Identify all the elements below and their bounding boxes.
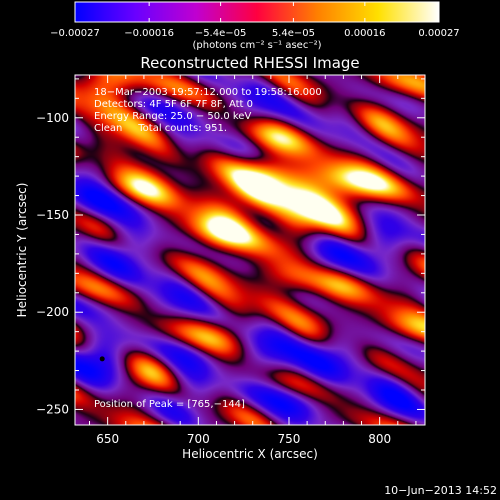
y-tick-label: −150 — [36, 208, 69, 222]
colorbar: −0.00027 −0.00016 −5.4e−05 5.4e−05 0.00016 0.… — [50, 1, 460, 51]
chart-title: Reconstructed RHESSI Image — [140, 54, 359, 72]
colorbar-tick-label: −5.4e−05 — [195, 28, 247, 39]
annotation-block: 18−Mar−2003 19:57:12.000 to 19:58:16.000… — [94, 87, 322, 134]
colorbar-gradient — [74, 1, 440, 23]
x-tick-label: 800 — [368, 432, 391, 446]
colorbar-tick-label: −0.00027 — [50, 28, 100, 39]
colorbar-ticks: −0.00027 −0.00016 −5.4e−05 5.4e−05 0.00016 0.… — [50, 2, 460, 39]
y-axis: −100 −150 −200 −250 — [36, 78, 425, 416]
x-axis-label: Heliocentric X (arcsec) — [182, 447, 318, 461]
y-tick-label: −200 — [36, 305, 69, 319]
colorbar-tick-label: 0.00016 — [344, 28, 385, 39]
colorbar-unit-label: (photons cm⁻² s⁻¹ asec⁻²) — [192, 40, 321, 51]
x-tick-label: 700 — [187, 432, 210, 446]
y-tick-label: −100 — [36, 111, 69, 125]
heatmap-area — [75, 75, 425, 425]
annotation-time: 18−Mar−2003 19:57:12.000 to 19:58:16.000 — [94, 87, 322, 98]
minimum-marker — [99, 356, 105, 362]
annotation-energy: Energy Range: 25.0 − 50.0 keV — [94, 111, 251, 122]
annotation-counts: Clean Total counts: 951. — [94, 123, 227, 134]
colorbar-tick-label: 0.00027 — [418, 28, 459, 39]
annotation-detectors: Detectors: 4F 5F 6F 7F 8F, Att 0 — [94, 99, 253, 110]
colorbar-tick-label: 5.4e−05 — [272, 28, 315, 39]
peak-position-label: Position of Peak = [765,−144] — [94, 399, 245, 410]
heatmap-image — [75, 75, 425, 425]
y-axis-label: Heliocentric Y (arcsec) — [15, 183, 29, 318]
x-tick-label: 650 — [96, 432, 119, 446]
footer-timestamp: 10−Jun−2013 14:52 — [384, 484, 497, 497]
x-axis: 650 700 750 800 — [89, 75, 417, 446]
plot-frame — [74, 74, 426, 426]
x-tick-label: 750 — [278, 432, 301, 446]
y-tick-label: −250 — [36, 402, 69, 416]
colorbar-tick-label: −0.00016 — [124, 28, 174, 39]
